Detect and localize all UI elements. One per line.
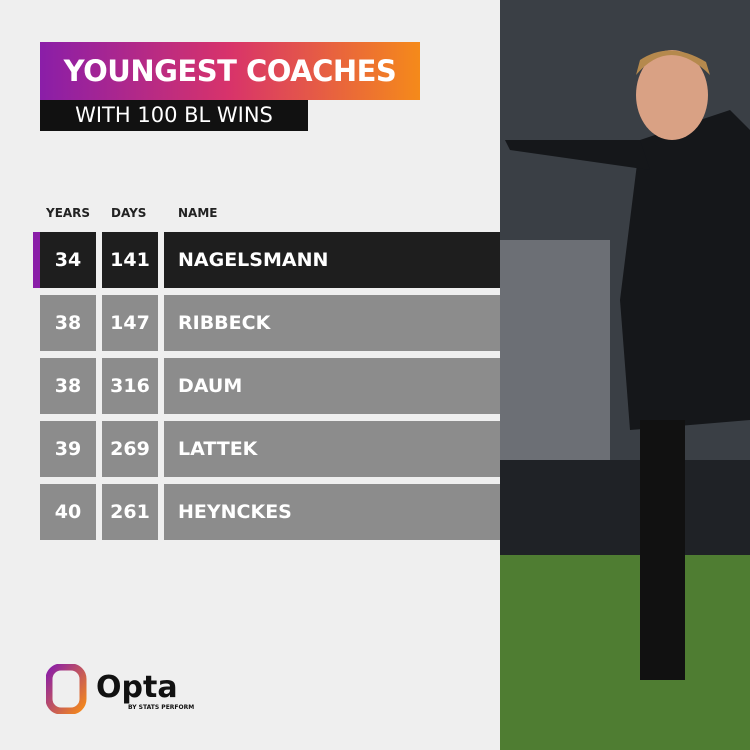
logo-name: Opta [96,670,178,705]
age-cell: 316 [102,358,158,414]
age-cell: 40 [40,484,96,540]
age-cell: 38 [40,295,96,351]
photo [500,0,750,750]
coach-name: NAGELSMANN [164,232,500,288]
column-header: NAME [178,206,218,220]
age-cell: 141 [102,232,158,288]
age-cell: 147 [102,295,158,351]
coach-name: HEYNCKES [164,484,500,540]
age-cell: 261 [102,484,158,540]
logo-tagline: BY STATS PERFORM [128,704,195,711]
column-header: YEARS [46,206,91,220]
column-header: DAYS [111,206,147,220]
coach-name: RIBBECK [164,295,500,351]
age-cell: 34 [40,232,96,288]
age-cell: 39 [40,421,96,477]
highlight-bar [33,232,40,288]
age-cell: 269 [102,421,158,477]
title: YOUNGEST COACHES [40,42,420,100]
coach-name: LATTEK [164,421,500,477]
subtitle: WITH 100 BL WINS [40,100,308,131]
logo-icon [46,664,87,714]
coach-name: DAUM [164,358,500,414]
age-cell: 38 [40,358,96,414]
